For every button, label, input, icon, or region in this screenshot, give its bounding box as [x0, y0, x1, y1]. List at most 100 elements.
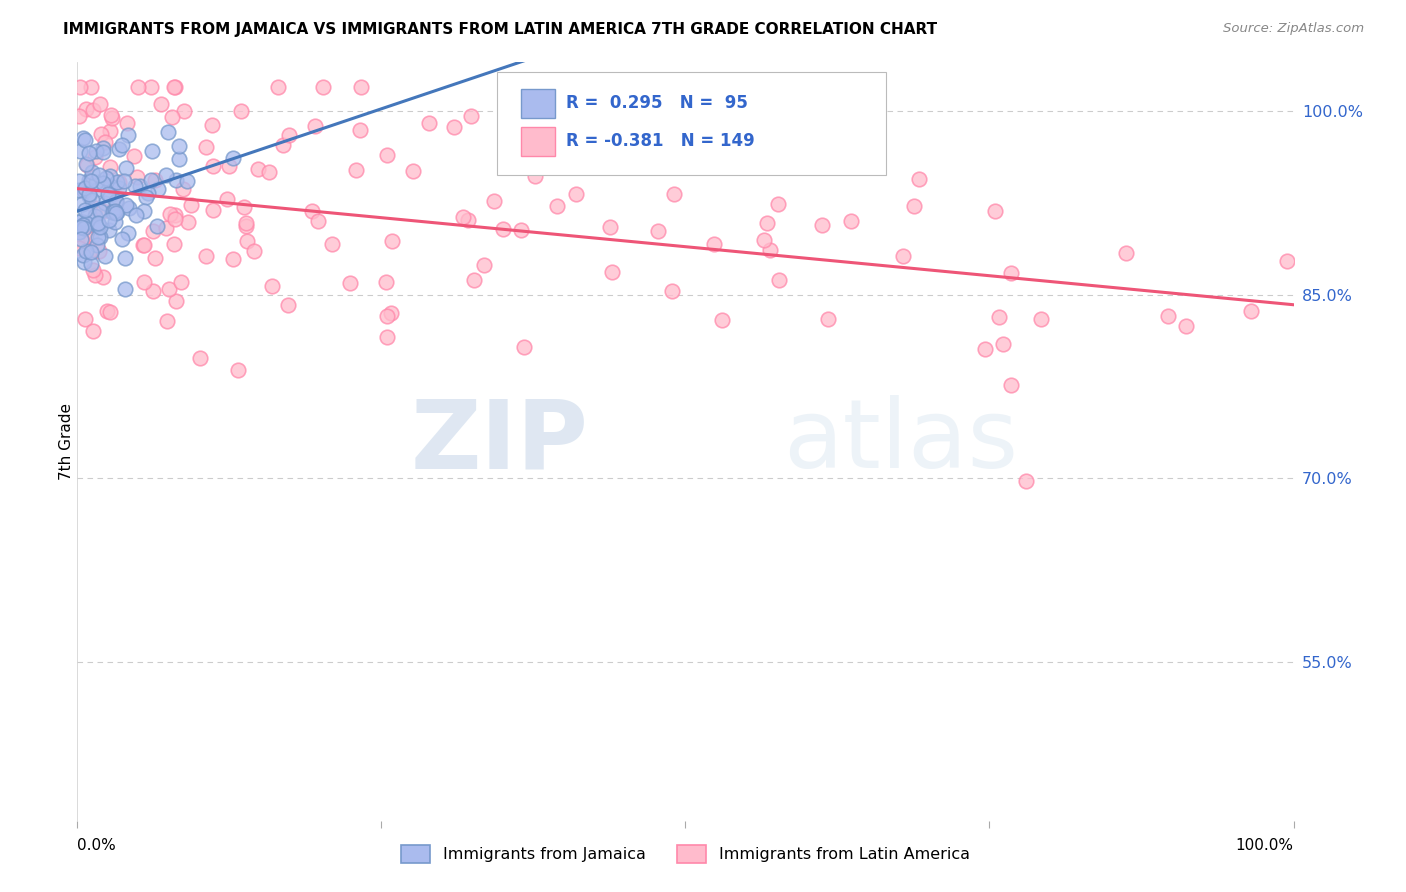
Point: [75, 203, 97, 218]
Point: [76, 158, 98, 172]
Point: [100, 108, 122, 122]
Point: [98, 123, 121, 137]
Point: [100, 205, 122, 219]
Point: [350, 79, 373, 94]
Point: [195, 140, 218, 154]
Point: [492, 221, 515, 235]
Point: [77, 205, 100, 219]
Point: [67, 241, 90, 255]
Point: [91, 145, 114, 159]
Point: [84, 209, 107, 223]
Point: [91, 176, 114, 190]
Point: [277, 128, 299, 142]
Point: [124, 179, 146, 194]
Point: [1000, 266, 1022, 280]
Point: [89, 204, 111, 219]
Point: [974, 343, 997, 357]
Point: [67, 183, 90, 197]
Point: [301, 204, 323, 219]
Point: [108, 143, 131, 157]
Point: [451, 210, 474, 224]
Point: [87, 219, 110, 234]
Point: [482, 194, 505, 209]
Point: [167, 139, 190, 153]
Point: [105, 195, 128, 210]
Point: [117, 128, 139, 142]
Point: [546, 199, 568, 213]
Text: ZIP: ZIP: [411, 395, 588, 488]
Point: [72, 131, 94, 145]
Point: [277, 298, 299, 312]
Point: [83, 202, 105, 216]
Point: [89, 244, 111, 258]
Point: [82, 324, 104, 338]
Point: [543, 132, 565, 146]
Point: [75, 157, 97, 171]
Point: [1175, 318, 1198, 333]
Point: [94, 135, 117, 149]
Point: [105, 205, 128, 219]
Point: [87, 230, 110, 244]
Point: [163, 79, 186, 94]
Point: [157, 125, 180, 139]
Point: [73, 255, 96, 269]
Point: [266, 79, 288, 94]
Point: [84, 176, 107, 190]
Point: [160, 110, 183, 124]
Text: atlas: atlas: [783, 395, 1018, 488]
Point: [117, 227, 139, 241]
Point: [402, 163, 425, 178]
Point: [754, 233, 776, 247]
Point: [142, 224, 165, 238]
Point: [70, 219, 93, 234]
Point: [89, 219, 111, 234]
Point: [89, 97, 111, 112]
Point: [344, 162, 367, 177]
Point: [104, 194, 127, 209]
Point: [510, 223, 533, 237]
Point: [159, 207, 181, 221]
Point: [75, 244, 97, 258]
Point: [134, 275, 156, 289]
Point: [75, 230, 97, 244]
Point: [98, 305, 121, 319]
Point: [115, 161, 138, 176]
Point: [710, 313, 733, 327]
Point: [98, 187, 121, 202]
Point: [235, 216, 257, 230]
Point: [105, 206, 128, 220]
Point: [987, 310, 1010, 324]
Point: [155, 169, 177, 183]
Point: [472, 258, 495, 272]
Point: [139, 173, 162, 187]
Point: [271, 137, 294, 152]
Point: [236, 234, 259, 248]
Point: [180, 198, 202, 212]
Point: [460, 109, 482, 123]
Point: [67, 174, 90, 188]
Point: [90, 127, 112, 141]
Point: [87, 215, 110, 229]
Point: [165, 293, 187, 308]
Point: [108, 175, 131, 189]
Point: [231, 104, 253, 119]
Point: [647, 224, 669, 238]
Point: [173, 104, 195, 119]
Point: [257, 165, 280, 179]
Point: [79, 172, 101, 186]
Point: [86, 238, 108, 252]
Point: [463, 273, 485, 287]
Point: [72, 184, 94, 198]
Point: [135, 190, 157, 204]
Point: [67, 215, 90, 229]
Point: [72, 218, 94, 232]
Y-axis label: 7th Grade: 7th Grade: [59, 403, 73, 480]
Point: [155, 220, 177, 235]
Point: [983, 203, 1005, 218]
Point: [128, 178, 150, 193]
Point: [200, 118, 222, 132]
FancyBboxPatch shape: [522, 89, 555, 118]
Point: [138, 186, 160, 201]
FancyBboxPatch shape: [522, 127, 555, 156]
Point: [77, 145, 100, 160]
